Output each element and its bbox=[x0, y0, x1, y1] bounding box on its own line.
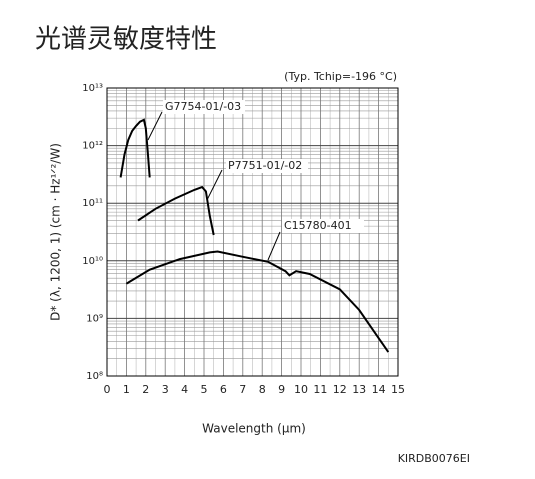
leader-line bbox=[267, 231, 281, 261]
x-tick-label: 12 bbox=[333, 383, 347, 396]
series-label: C15780-401 bbox=[284, 219, 352, 232]
y-tick-label: 10¹³ bbox=[82, 83, 103, 94]
x-axis-label: Wavelength (μm) bbox=[202, 422, 306, 436]
x-tick-label: 10 bbox=[294, 383, 308, 396]
x-tick-label: 1 bbox=[123, 383, 130, 396]
x-tick-label: 9 bbox=[278, 383, 285, 396]
series-line bbox=[119, 118, 151, 178]
x-tick-label: 15 bbox=[391, 383, 405, 396]
x-tick-label: 5 bbox=[201, 383, 208, 396]
leader-line bbox=[147, 111, 163, 141]
x-tick-label: 8 bbox=[259, 383, 266, 396]
x-tick-label: 11 bbox=[313, 383, 327, 396]
figure-code: KIRDB0076EI bbox=[398, 452, 470, 465]
note: (Typ. Tchip=-196 °C) bbox=[284, 70, 397, 83]
x-tick-label: 0 bbox=[104, 383, 111, 396]
series-line bbox=[125, 250, 390, 353]
y-tick-label: 10¹² bbox=[82, 141, 103, 152]
y-tick-label: 10¹⁰ bbox=[82, 256, 103, 267]
x-tick-label: 3 bbox=[162, 383, 169, 396]
page-title: 光谱灵敏度特性 bbox=[35, 25, 217, 55]
x-tick-label: 14 bbox=[372, 383, 386, 396]
y-axis-label: D* (λ, 1200, 1) (cm · Hz¹ᐟ²/W) bbox=[49, 143, 63, 321]
y-tick-label: 10¹¹ bbox=[82, 198, 103, 209]
series-label: G7754-01/-03 bbox=[165, 100, 241, 113]
label-background bbox=[282, 219, 364, 233]
label-background bbox=[226, 159, 308, 173]
x-tick-label: 6 bbox=[220, 383, 227, 396]
leader-line bbox=[206, 169, 223, 201]
series-line bbox=[137, 185, 215, 236]
x-tick-label: 13 bbox=[352, 383, 366, 396]
y-tick-label: 10⁹ bbox=[86, 313, 103, 324]
x-tick-label: 2 bbox=[142, 383, 149, 396]
x-tick-label: 4 bbox=[181, 383, 188, 396]
plot-frame bbox=[106, 87, 399, 377]
y-tick-label: 10⁸ bbox=[86, 371, 103, 382]
x-tick-label: 7 bbox=[239, 383, 246, 396]
series-label: P7751-01/-02 bbox=[228, 159, 302, 172]
label-background bbox=[163, 100, 245, 114]
